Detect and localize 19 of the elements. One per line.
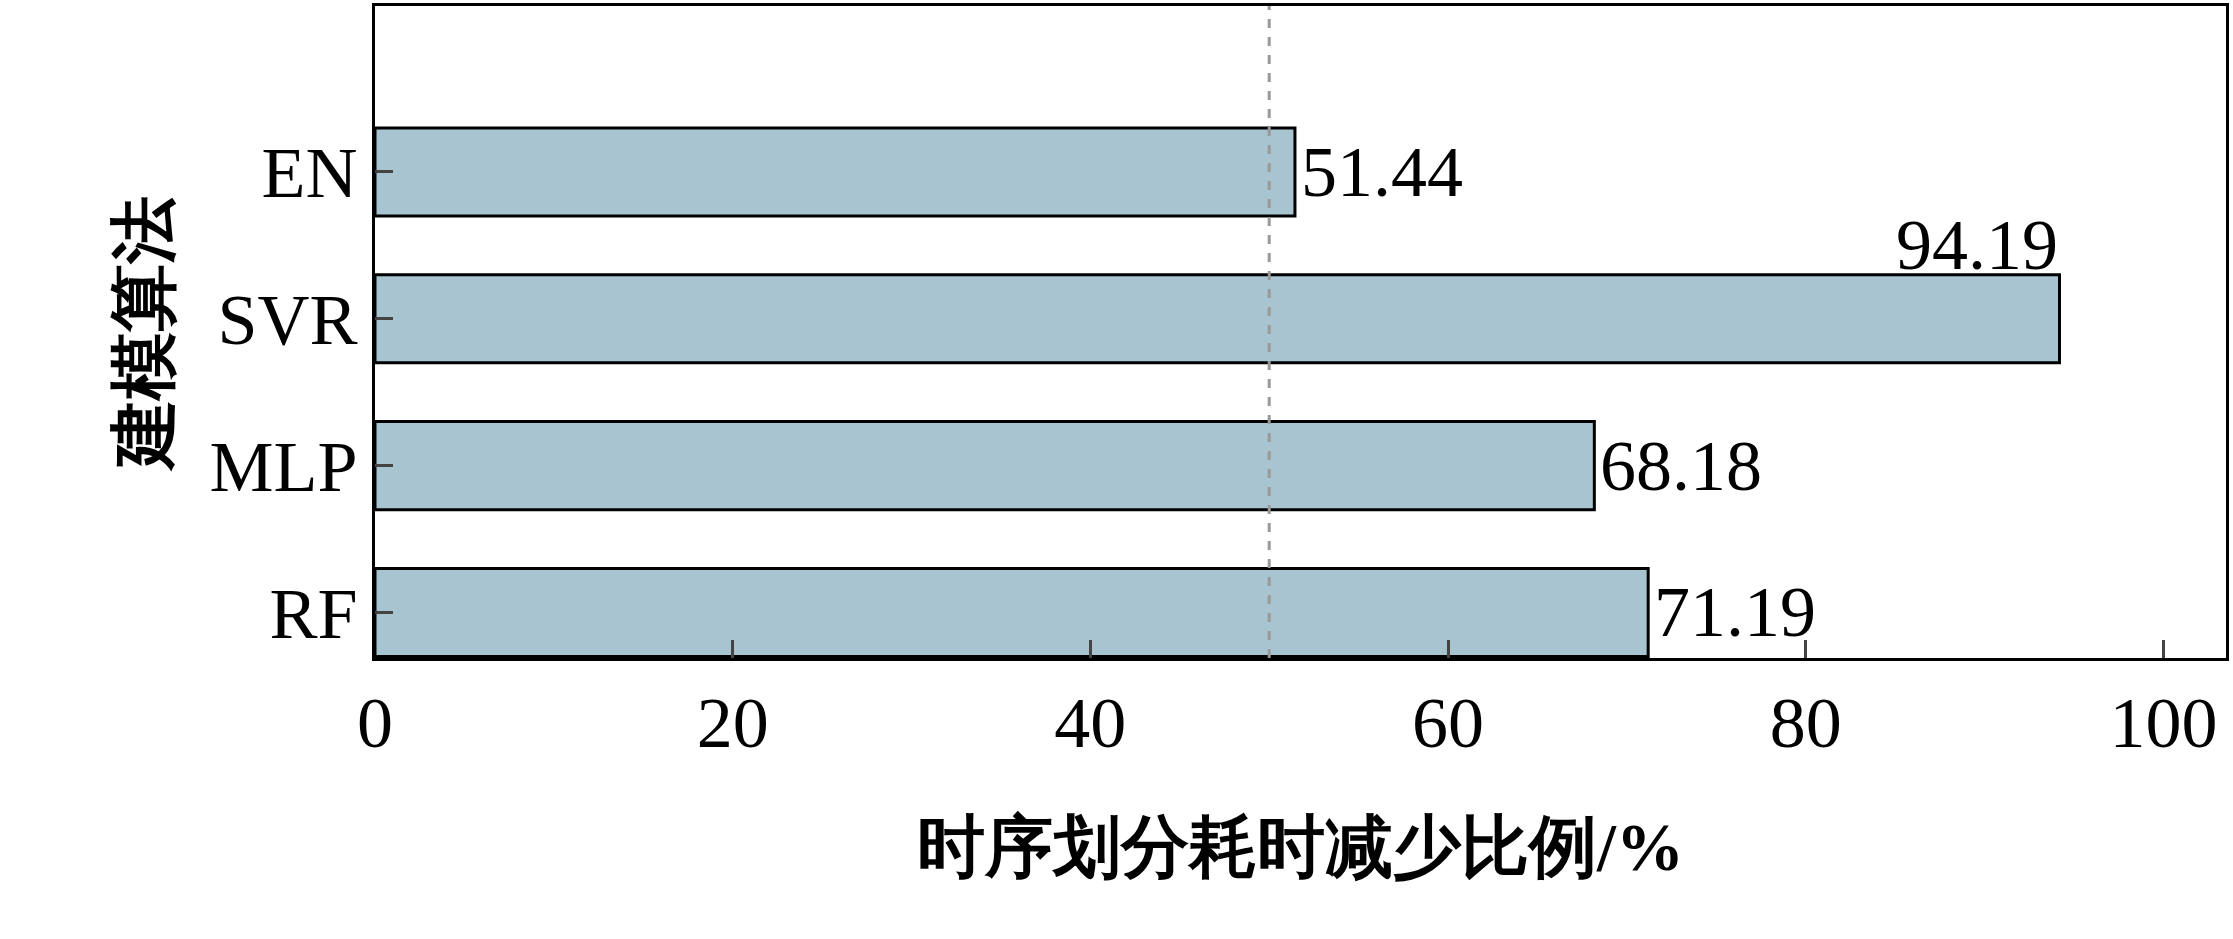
bar [375, 126, 1297, 218]
data-label: 94.19 [1896, 205, 2058, 285]
data-label: 51.44 [1301, 132, 1463, 212]
x-axis-title: 时序划分耗时减少比例/% [917, 808, 1684, 885]
y-tick-label: SVR [217, 279, 358, 360]
x-tick-label: 60 [1412, 683, 1485, 764]
bar [375, 420, 1596, 512]
y-tick-label: EN [261, 133, 358, 214]
y-tick-label: MLP [209, 426, 358, 507]
x-tick-label: 0 [357, 683, 393, 764]
y-axis-title: 建模算法 [106, 196, 183, 472]
x-tick-label: 100 [2109, 683, 2218, 764]
x-tick-label: 20 [696, 683, 769, 764]
data-label: 68.18 [1600, 426, 1762, 506]
x-tick-label: 40 [1054, 683, 1127, 764]
data-label: 71.19 [1654, 572, 1816, 652]
x-tick-label: 80 [1769, 683, 1842, 764]
bar [375, 273, 2061, 365]
y-tick-label: RF [269, 573, 358, 654]
